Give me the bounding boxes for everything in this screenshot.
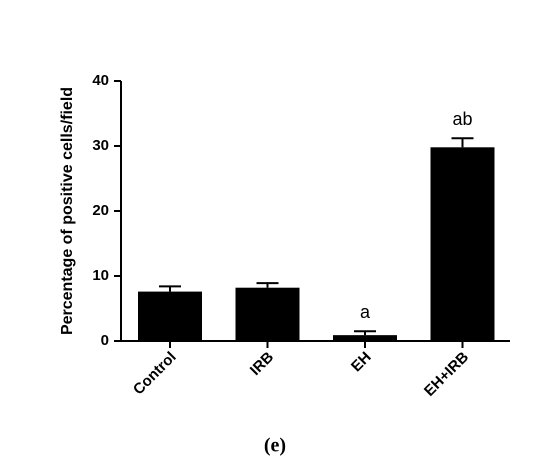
bar [138, 291, 202, 341]
caption: (e) [264, 435, 286, 457]
y-tick-label: 20 [92, 202, 109, 219]
significance-label: a [360, 302, 371, 322]
significance-label: ab [452, 109, 472, 129]
x-tick-label: EH+IRB [421, 349, 472, 400]
y-tick-label: 0 [101, 332, 109, 349]
bar [430, 147, 495, 341]
x-tick-label: EH [348, 349, 375, 376]
y-tick-label: 40 [92, 72, 109, 89]
x-tick-label: Control [130, 349, 180, 399]
bar [235, 287, 300, 341]
y-tick-label: 10 [92, 267, 109, 284]
bar [333, 335, 397, 341]
x-tick-label: IRB [247, 349, 277, 379]
y-tick-label: 30 [92, 137, 109, 154]
y-axis-label: Percentage of positive cells/field [59, 87, 76, 335]
